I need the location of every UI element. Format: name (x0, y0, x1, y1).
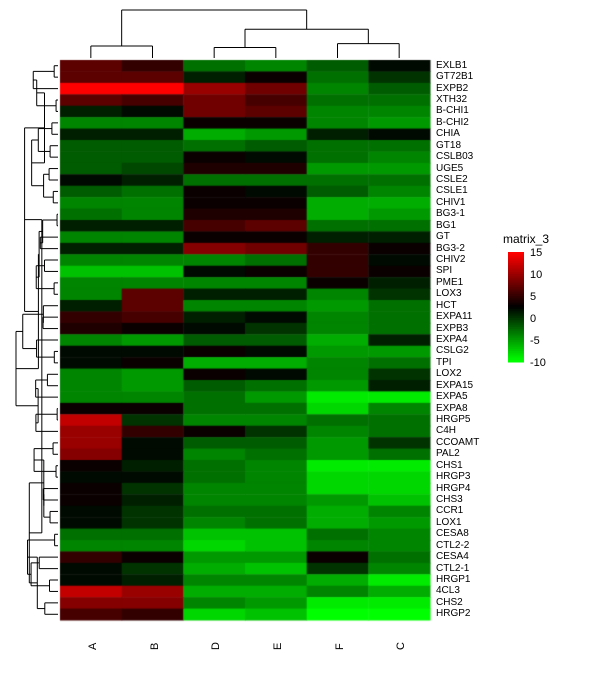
row-label: EXPA4 (436, 335, 468, 345)
row-label: CSLE1 (436, 186, 468, 196)
row-label: PAL2 (436, 449, 460, 459)
row-label: C4H (436, 426, 456, 436)
row-label: HRGP1 (436, 575, 470, 585)
row-label: EXPA11 (436, 312, 472, 322)
overlay-svg (0, 0, 600, 700)
row-label: BG1 (436, 221, 456, 231)
row-label: LOX3 (436, 289, 462, 299)
legend-colorbar (508, 252, 524, 363)
legend-tick: -10 (530, 357, 546, 369)
col-label: D (210, 642, 222, 650)
row-label: SPI (436, 266, 452, 276)
row-label: CHS3 (436, 495, 463, 505)
row-label: CHIV2 (436, 255, 465, 265)
row-label: CHIV1 (436, 198, 465, 208)
col-label: F (334, 643, 346, 650)
row-label: BG3-2 (436, 244, 465, 254)
row-label: CHS2 (436, 598, 463, 608)
col-label: B (149, 643, 161, 650)
row-label: CCOAMT (436, 438, 479, 448)
legend-title: matrix_3 (503, 232, 549, 246)
legend-tick: 15 (530, 247, 542, 259)
row-label: CSLG2 (436, 346, 469, 356)
row-label: GT72B1 (436, 72, 473, 82)
row-label: HCT (436, 301, 457, 311)
row-label: EXPB2 (436, 84, 468, 94)
col-label: C (395, 642, 407, 650)
row-label: EXPA15 (436, 381, 473, 391)
row-label: CTL2-1 (436, 564, 469, 574)
row-label: B-CHI2 (436, 118, 469, 128)
row-label: LOX1 (436, 518, 462, 528)
legend-tick: -5 (530, 335, 540, 347)
row-label: HRGP5 (436, 415, 470, 425)
col-label: E (272, 643, 284, 650)
row-label: HRGP2 (436, 609, 470, 619)
row-label: GT18 (436, 141, 461, 151)
row-label: TPI (436, 358, 452, 368)
row-label: XTH32 (436, 95, 467, 105)
row-label: CSLE2 (436, 175, 468, 185)
row-label: CSLB03 (436, 152, 473, 162)
row-label: B-CHI1 (436, 106, 469, 116)
row-label: EXPA8 (436, 404, 468, 414)
row-label: 4CL3 (436, 586, 460, 596)
row-label: LOX2 (436, 369, 462, 379)
heatmap-figure: EXLB1GT72B1EXPB2XTH32B-CHI1B-CHI2CHIAGT1… (0, 0, 600, 700)
row-label: CTL2-2 (436, 541, 469, 551)
row-label: HRGP4 (436, 484, 470, 494)
row-label: EXPA5 (436, 392, 468, 402)
row-label: BG3-1 (436, 209, 465, 219)
col-label: A (87, 643, 99, 650)
row-label: CCR1 (436, 506, 463, 516)
legend-tick: 0 (530, 313, 536, 325)
row-label: CESA4 (436, 552, 469, 562)
row-label: PME1 (436, 278, 463, 288)
row-label: UGE5 (436, 164, 463, 174)
row-label: GT (436, 232, 450, 242)
row-label: EXPB3 (436, 324, 468, 334)
row-label: EXLB1 (436, 61, 467, 71)
row-label: CESA8 (436, 529, 469, 539)
legend-tick: 5 (530, 291, 536, 303)
row-label: CHS1 (436, 461, 463, 471)
row-label: CHIA (436, 129, 460, 139)
legend-tick: 10 (530, 269, 542, 281)
row-label: HRGP3 (436, 472, 470, 482)
